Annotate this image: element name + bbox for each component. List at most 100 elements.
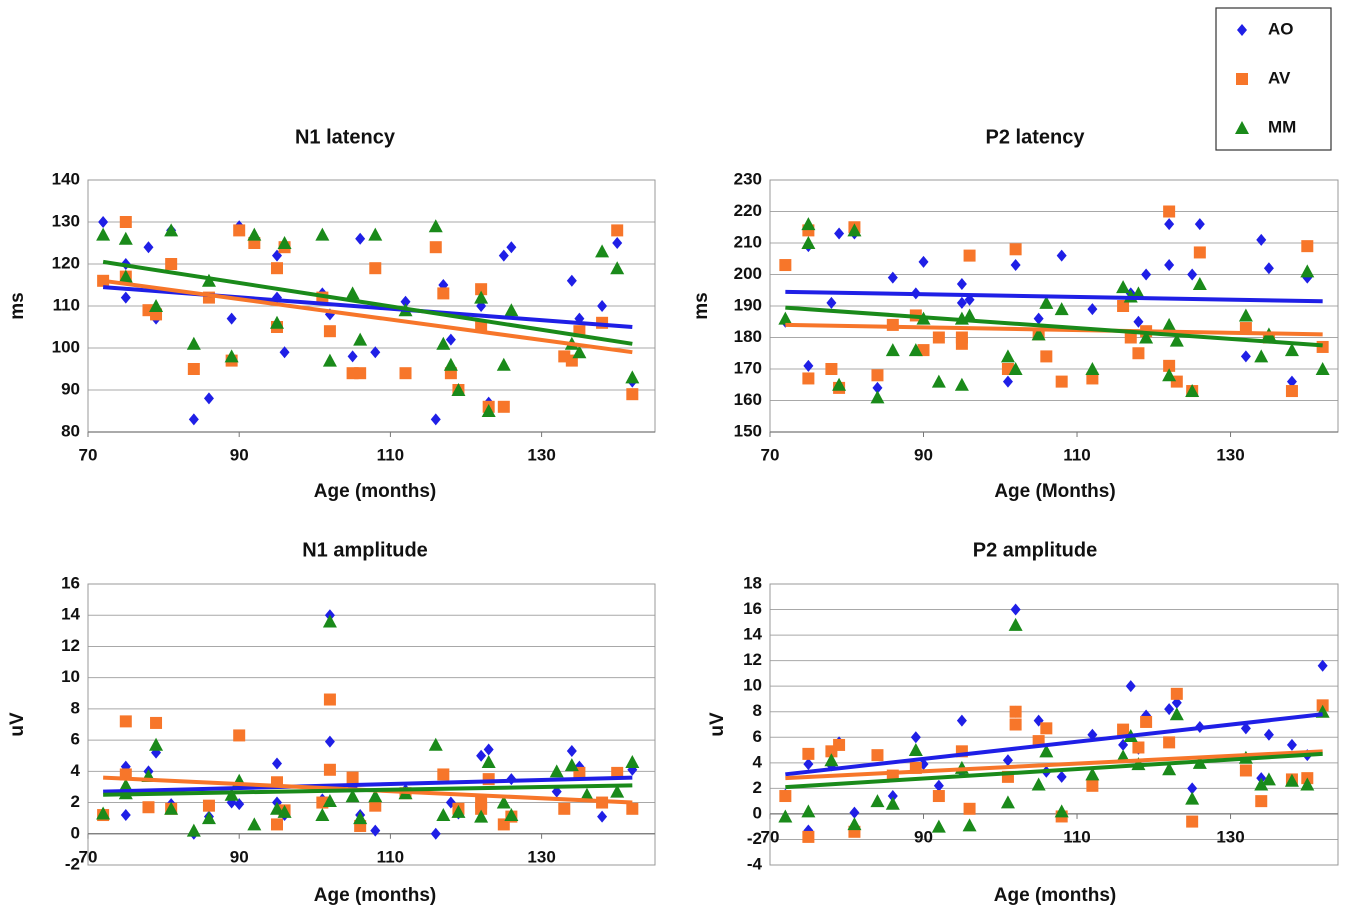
diamond-marker bbox=[355, 232, 366, 245]
triangle-marker bbox=[451, 804, 466, 818]
triangle-marker bbox=[931, 374, 946, 388]
triangle-marker bbox=[1008, 362, 1023, 375]
y-tick-label: 8 bbox=[71, 698, 80, 717]
triangle-marker bbox=[1162, 368, 1177, 382]
triangle-marker bbox=[1008, 617, 1023, 631]
square-marker bbox=[779, 790, 792, 803]
y-tick-label: 130 bbox=[52, 211, 80, 230]
triangle-marker bbox=[1169, 707, 1184, 721]
triangle-marker bbox=[1192, 276, 1207, 290]
x-tick-label: 90 bbox=[230, 847, 249, 866]
diamond-marker bbox=[1240, 722, 1251, 735]
triangle-marker bbox=[481, 754, 496, 768]
diamond-marker bbox=[430, 413, 441, 426]
square-marker bbox=[1163, 205, 1176, 218]
diamond-marker bbox=[597, 810, 608, 823]
square-marker bbox=[271, 262, 283, 275]
y-tick-label: 4 bbox=[71, 761, 81, 780]
diamond-marker bbox=[956, 296, 967, 309]
y-tick-label: 200 bbox=[734, 264, 762, 283]
y-tick-label: -2 bbox=[65, 854, 80, 873]
square-marker bbox=[475, 802, 488, 815]
y-tick-label: 160 bbox=[734, 390, 762, 409]
triangle-marker bbox=[322, 353, 337, 367]
y-tick-label: 16 bbox=[743, 599, 762, 618]
square-marker bbox=[233, 729, 246, 742]
triangle-marker bbox=[801, 804, 816, 818]
diamond-marker bbox=[1286, 738, 1297, 751]
diamond-marker bbox=[1187, 782, 1198, 795]
triangle-marker bbox=[954, 377, 969, 391]
diamond-marker bbox=[566, 274, 577, 287]
square-marker bbox=[1117, 723, 1130, 736]
triangle-marker bbox=[118, 778, 133, 792]
triangle-marker bbox=[496, 795, 511, 809]
diamond-marker bbox=[1194, 218, 1205, 231]
diamond-marker bbox=[143, 241, 154, 254]
square-marker bbox=[611, 224, 624, 237]
y-tick-label: 18 bbox=[743, 573, 762, 592]
triangle-marker bbox=[847, 223, 862, 237]
square-marker bbox=[825, 363, 838, 375]
legend-label: AV bbox=[1268, 68, 1291, 87]
y-tick-label: 12 bbox=[743, 650, 762, 669]
chart-title: P2 latency bbox=[986, 126, 1086, 148]
diamond-marker bbox=[370, 824, 381, 837]
diamond-marker bbox=[483, 743, 494, 756]
diamond-marker bbox=[498, 249, 509, 262]
triangle-marker bbox=[824, 753, 839, 767]
square-marker bbox=[626, 802, 639, 815]
triangle-marker bbox=[1169, 333, 1184, 347]
diamond-marker bbox=[430, 827, 441, 840]
x-tick-label: 130 bbox=[1216, 445, 1244, 464]
square-marker bbox=[429, 241, 442, 254]
diamond-marker bbox=[566, 745, 577, 758]
diamond-marker bbox=[1164, 259, 1175, 272]
triangle-marker bbox=[186, 823, 201, 837]
triangle-marker bbox=[1315, 362, 1330, 375]
diamond-marker bbox=[1056, 249, 1067, 262]
triangle-marker bbox=[1039, 744, 1054, 758]
x-tick-label: 110 bbox=[1063, 445, 1090, 464]
diamond-marker bbox=[1002, 754, 1013, 767]
legend-label: MM bbox=[1268, 117, 1296, 136]
square-marker bbox=[1009, 243, 1022, 256]
square-marker bbox=[1132, 741, 1145, 754]
triangle-marker bbox=[595, 244, 610, 258]
plot-border bbox=[769, 583, 1339, 866]
triangle-marker bbox=[164, 801, 179, 815]
y-tick-label: 170 bbox=[734, 358, 762, 377]
square-marker bbox=[1086, 372, 1099, 385]
triangle-marker bbox=[481, 404, 496, 417]
square-marker bbox=[187, 363, 200, 375]
trend-line bbox=[103, 775, 633, 794]
square-marker bbox=[369, 262, 382, 275]
square-marker bbox=[202, 799, 215, 812]
diamond-marker bbox=[612, 237, 623, 249]
diamond-marker bbox=[1010, 259, 1021, 272]
diamond-marker bbox=[803, 359, 814, 372]
square-marker bbox=[1170, 687, 1183, 700]
square-marker bbox=[1186, 815, 1199, 828]
square-marker bbox=[323, 693, 336, 706]
chart-title: N1 amplitude bbox=[302, 539, 428, 561]
square-marker bbox=[1009, 718, 1022, 731]
triangle-marker bbox=[164, 223, 179, 237]
diamond-marker bbox=[98, 216, 109, 228]
diamond-marker bbox=[324, 735, 335, 748]
trend-line bbox=[785, 305, 1323, 348]
trend-line bbox=[103, 783, 633, 797]
x-axis-label: Age (months) bbox=[314, 481, 436, 502]
x-tick-label: 70 bbox=[79, 445, 98, 464]
square-marker bbox=[932, 790, 945, 803]
diamond-marker bbox=[1002, 375, 1013, 388]
triangle-marker bbox=[572, 345, 587, 359]
y-tick-label: 10 bbox=[61, 667, 80, 686]
triangle-marker bbox=[277, 236, 292, 249]
triangle-marker bbox=[443, 357, 458, 371]
y-tick-label: 8 bbox=[753, 701, 762, 720]
square-marker bbox=[323, 325, 336, 338]
triangle-marker bbox=[436, 336, 451, 350]
triangle-marker bbox=[1000, 795, 1015, 809]
square-marker bbox=[1040, 722, 1053, 735]
